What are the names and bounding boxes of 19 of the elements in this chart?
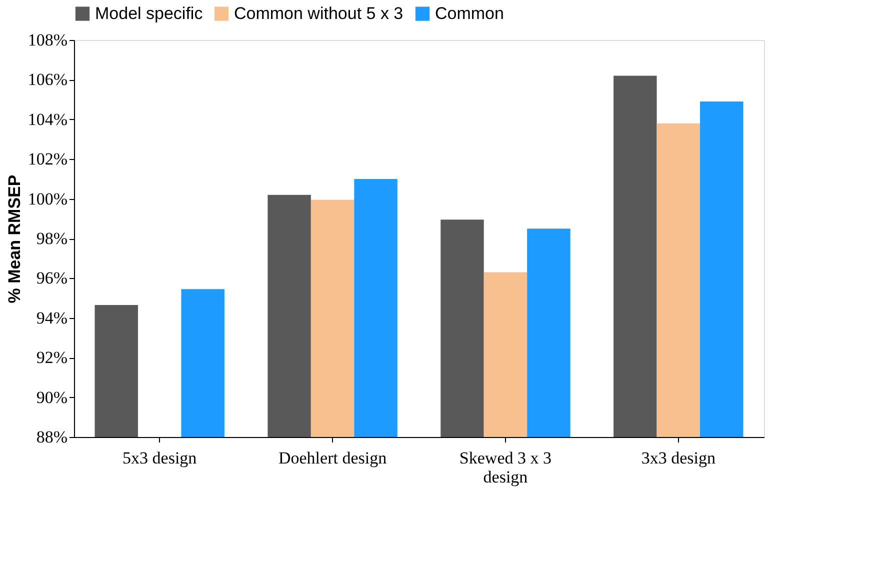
y-tick-label: 92%: [36, 348, 68, 368]
y-tick-label: 100%: [28, 189, 68, 208]
y-tick-label: 90%: [36, 388, 68, 407]
y-tick-label: 96%: [36, 268, 68, 288]
x-tick-label: Doehlert design: [278, 448, 388, 468]
y-tick-label: 106%: [28, 70, 68, 90]
y-tick-label: 104%: [28, 110, 68, 129]
y-tick-label: 108%: [28, 30, 68, 50]
y-tick-label: 98%: [36, 229, 68, 248]
y-tick-label: 94%: [36, 308, 68, 328]
x-tick-label: 3x3 design: [641, 448, 716, 468]
x-tick-label: Skewed 3 x 3 design: [459, 448, 552, 486]
x-tick-label: 5x3 design: [122, 448, 198, 468]
legend-label: Common without 5 x 3: [234, 4, 404, 23]
y-axis-title: % Mean RMSEP: [4, 174, 24, 304]
legend-label: Common: [435, 4, 504, 23]
y-tick-label: 102%: [28, 150, 68, 169]
legend-label: Model specific: [95, 4, 204, 23]
y-tick-label: 88%: [36, 428, 68, 446]
